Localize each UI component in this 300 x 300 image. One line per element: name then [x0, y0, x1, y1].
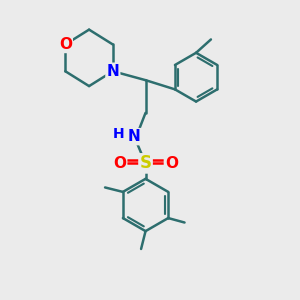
Text: H: H	[112, 127, 124, 141]
Text: N: N	[106, 64, 119, 79]
Text: N: N	[128, 129, 141, 144]
Text: O: O	[165, 156, 178, 171]
Text: S: S	[140, 154, 152, 172]
Text: O: O	[59, 37, 72, 52]
Text: O: O	[113, 156, 126, 171]
